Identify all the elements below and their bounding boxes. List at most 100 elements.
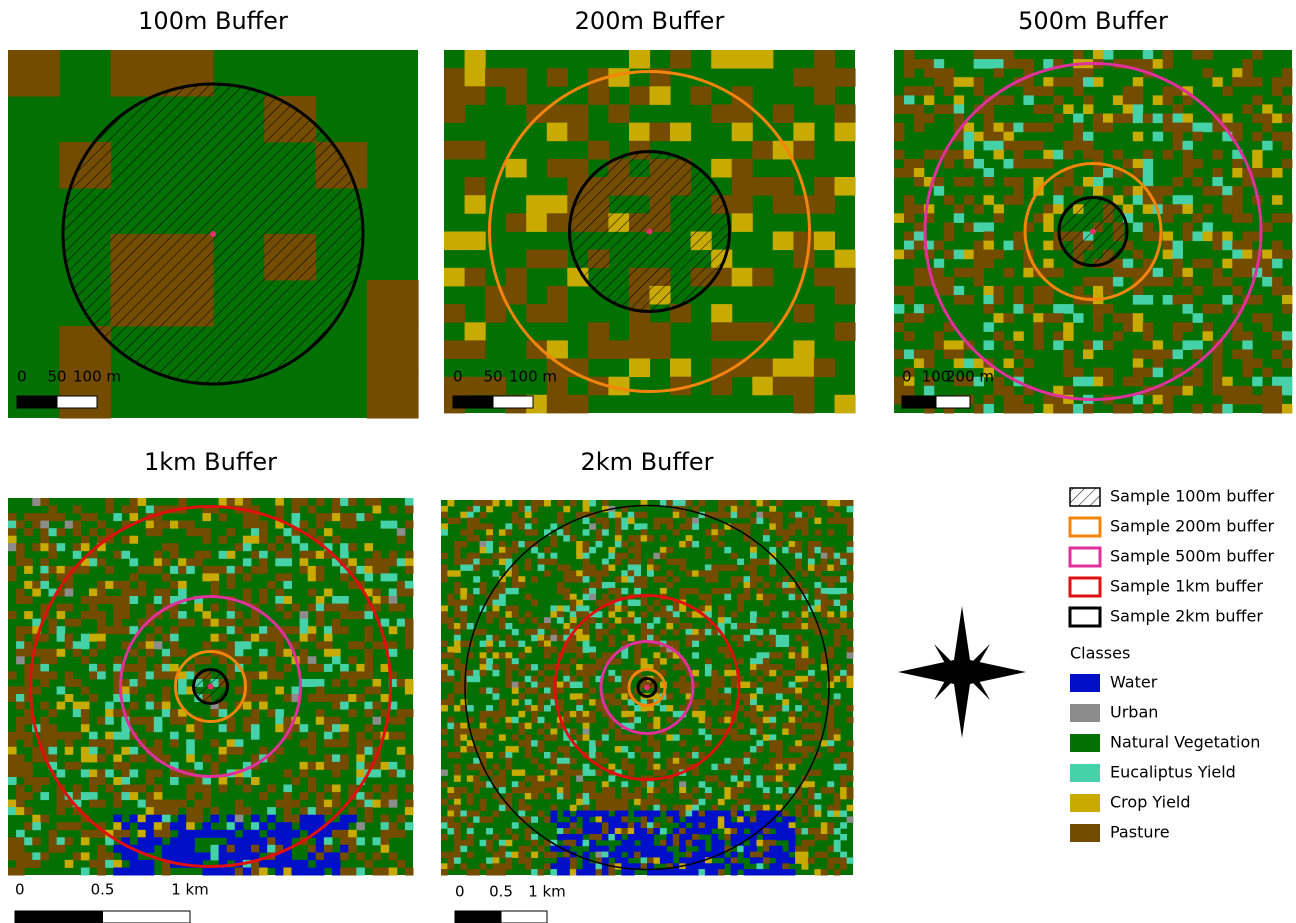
land-pixel [914,86,924,96]
land-pixel [49,543,58,551]
land-pixel [467,506,474,512]
land-pixel [647,565,654,571]
land-pixel [130,860,139,868]
land-pixel [666,705,673,711]
land-pixel [679,758,686,764]
land-pixel [776,770,783,776]
land-pixel [512,787,519,793]
land-pixel [1013,177,1023,187]
land-pixel [1053,77,1063,87]
land-pixel [373,800,382,808]
scale-label: 0.5 [91,881,115,899]
land-pixel [389,822,398,830]
land-pixel [1153,359,1163,369]
scale-label: 100 m [509,368,557,386]
land-pixel [769,652,776,658]
land-pixel [454,764,461,770]
land-pixel [499,588,506,594]
land-pixel [373,732,382,740]
land-pixel [340,739,349,747]
land-pixel [773,177,794,196]
land-pixel [1232,68,1242,78]
land-pixel [1193,259,1203,269]
land-pixel [486,647,493,653]
land-pixel [1013,59,1023,69]
land-pixel [673,758,680,764]
land-pixel [130,558,139,566]
land-pixel [473,506,480,512]
land-pixel [97,611,106,619]
land-pixel [308,566,317,574]
land-pixel [570,682,577,688]
land-pixel [660,611,667,617]
land-pixel [576,705,583,711]
land-pixel [718,512,725,518]
land-pixel [170,837,179,845]
land-pixel [1222,386,1232,396]
land-pixel [954,77,964,87]
land-pixel [608,834,615,840]
land-pixel [73,822,82,830]
land-pixel [821,594,828,600]
land-pixel [974,77,984,87]
land-pixel [984,322,994,332]
land-pixel [666,623,673,629]
land-pixel [769,863,776,869]
land-pixel [544,852,551,858]
land-pixel [505,652,512,658]
land-pixel [531,852,538,858]
land-pixel [146,830,155,838]
land-pixel [776,787,783,793]
land-pixel [752,377,773,396]
land-pixel [686,570,693,576]
land-pixel [550,729,557,735]
land-pixel [348,656,357,664]
land-pixel [8,566,17,574]
land-pixel [211,566,220,574]
land-pixel [24,566,33,574]
land-pixel [1232,350,1242,360]
land-pixel [405,785,414,793]
land-pixel [769,611,776,617]
land-pixel [194,551,203,559]
land-pixel [1053,204,1063,214]
land-pixel [259,656,268,664]
land-pixel [589,840,596,846]
land-pixel [834,588,841,594]
land-pixel [16,543,25,551]
land-pixel [308,694,317,702]
land-pixel [105,702,114,710]
land-pixel [531,500,538,506]
land-pixel [602,811,609,817]
land-pixel [1053,331,1063,341]
land-pixel [679,729,686,735]
land-pixel [1083,132,1093,142]
land-pixel [782,857,789,863]
land-pixel [789,529,796,535]
land-pixel [1183,204,1193,214]
land-pixel [324,626,333,634]
land-pixel [397,604,406,612]
land-pixel [894,322,904,332]
land-pixel [840,670,847,676]
land-pixel [840,559,847,565]
land-pixel [628,535,635,541]
land-pixel [621,840,628,846]
land-pixel [563,670,570,676]
land-pixel [525,688,532,694]
land-pixel [267,671,276,679]
land-pixel [744,576,751,582]
land-pixel [660,852,667,858]
land-pixel [480,582,487,588]
land-pixel [73,543,82,551]
land-pixel [756,775,763,781]
land-pixel [316,868,325,876]
land-pixel [219,634,228,642]
land-pixel [608,852,615,858]
land-pixel [467,793,474,799]
land-pixel [8,521,17,529]
land-pixel [316,762,325,770]
land-pixel [629,322,650,341]
land-pixel [924,86,934,96]
land-pixel [454,559,461,565]
